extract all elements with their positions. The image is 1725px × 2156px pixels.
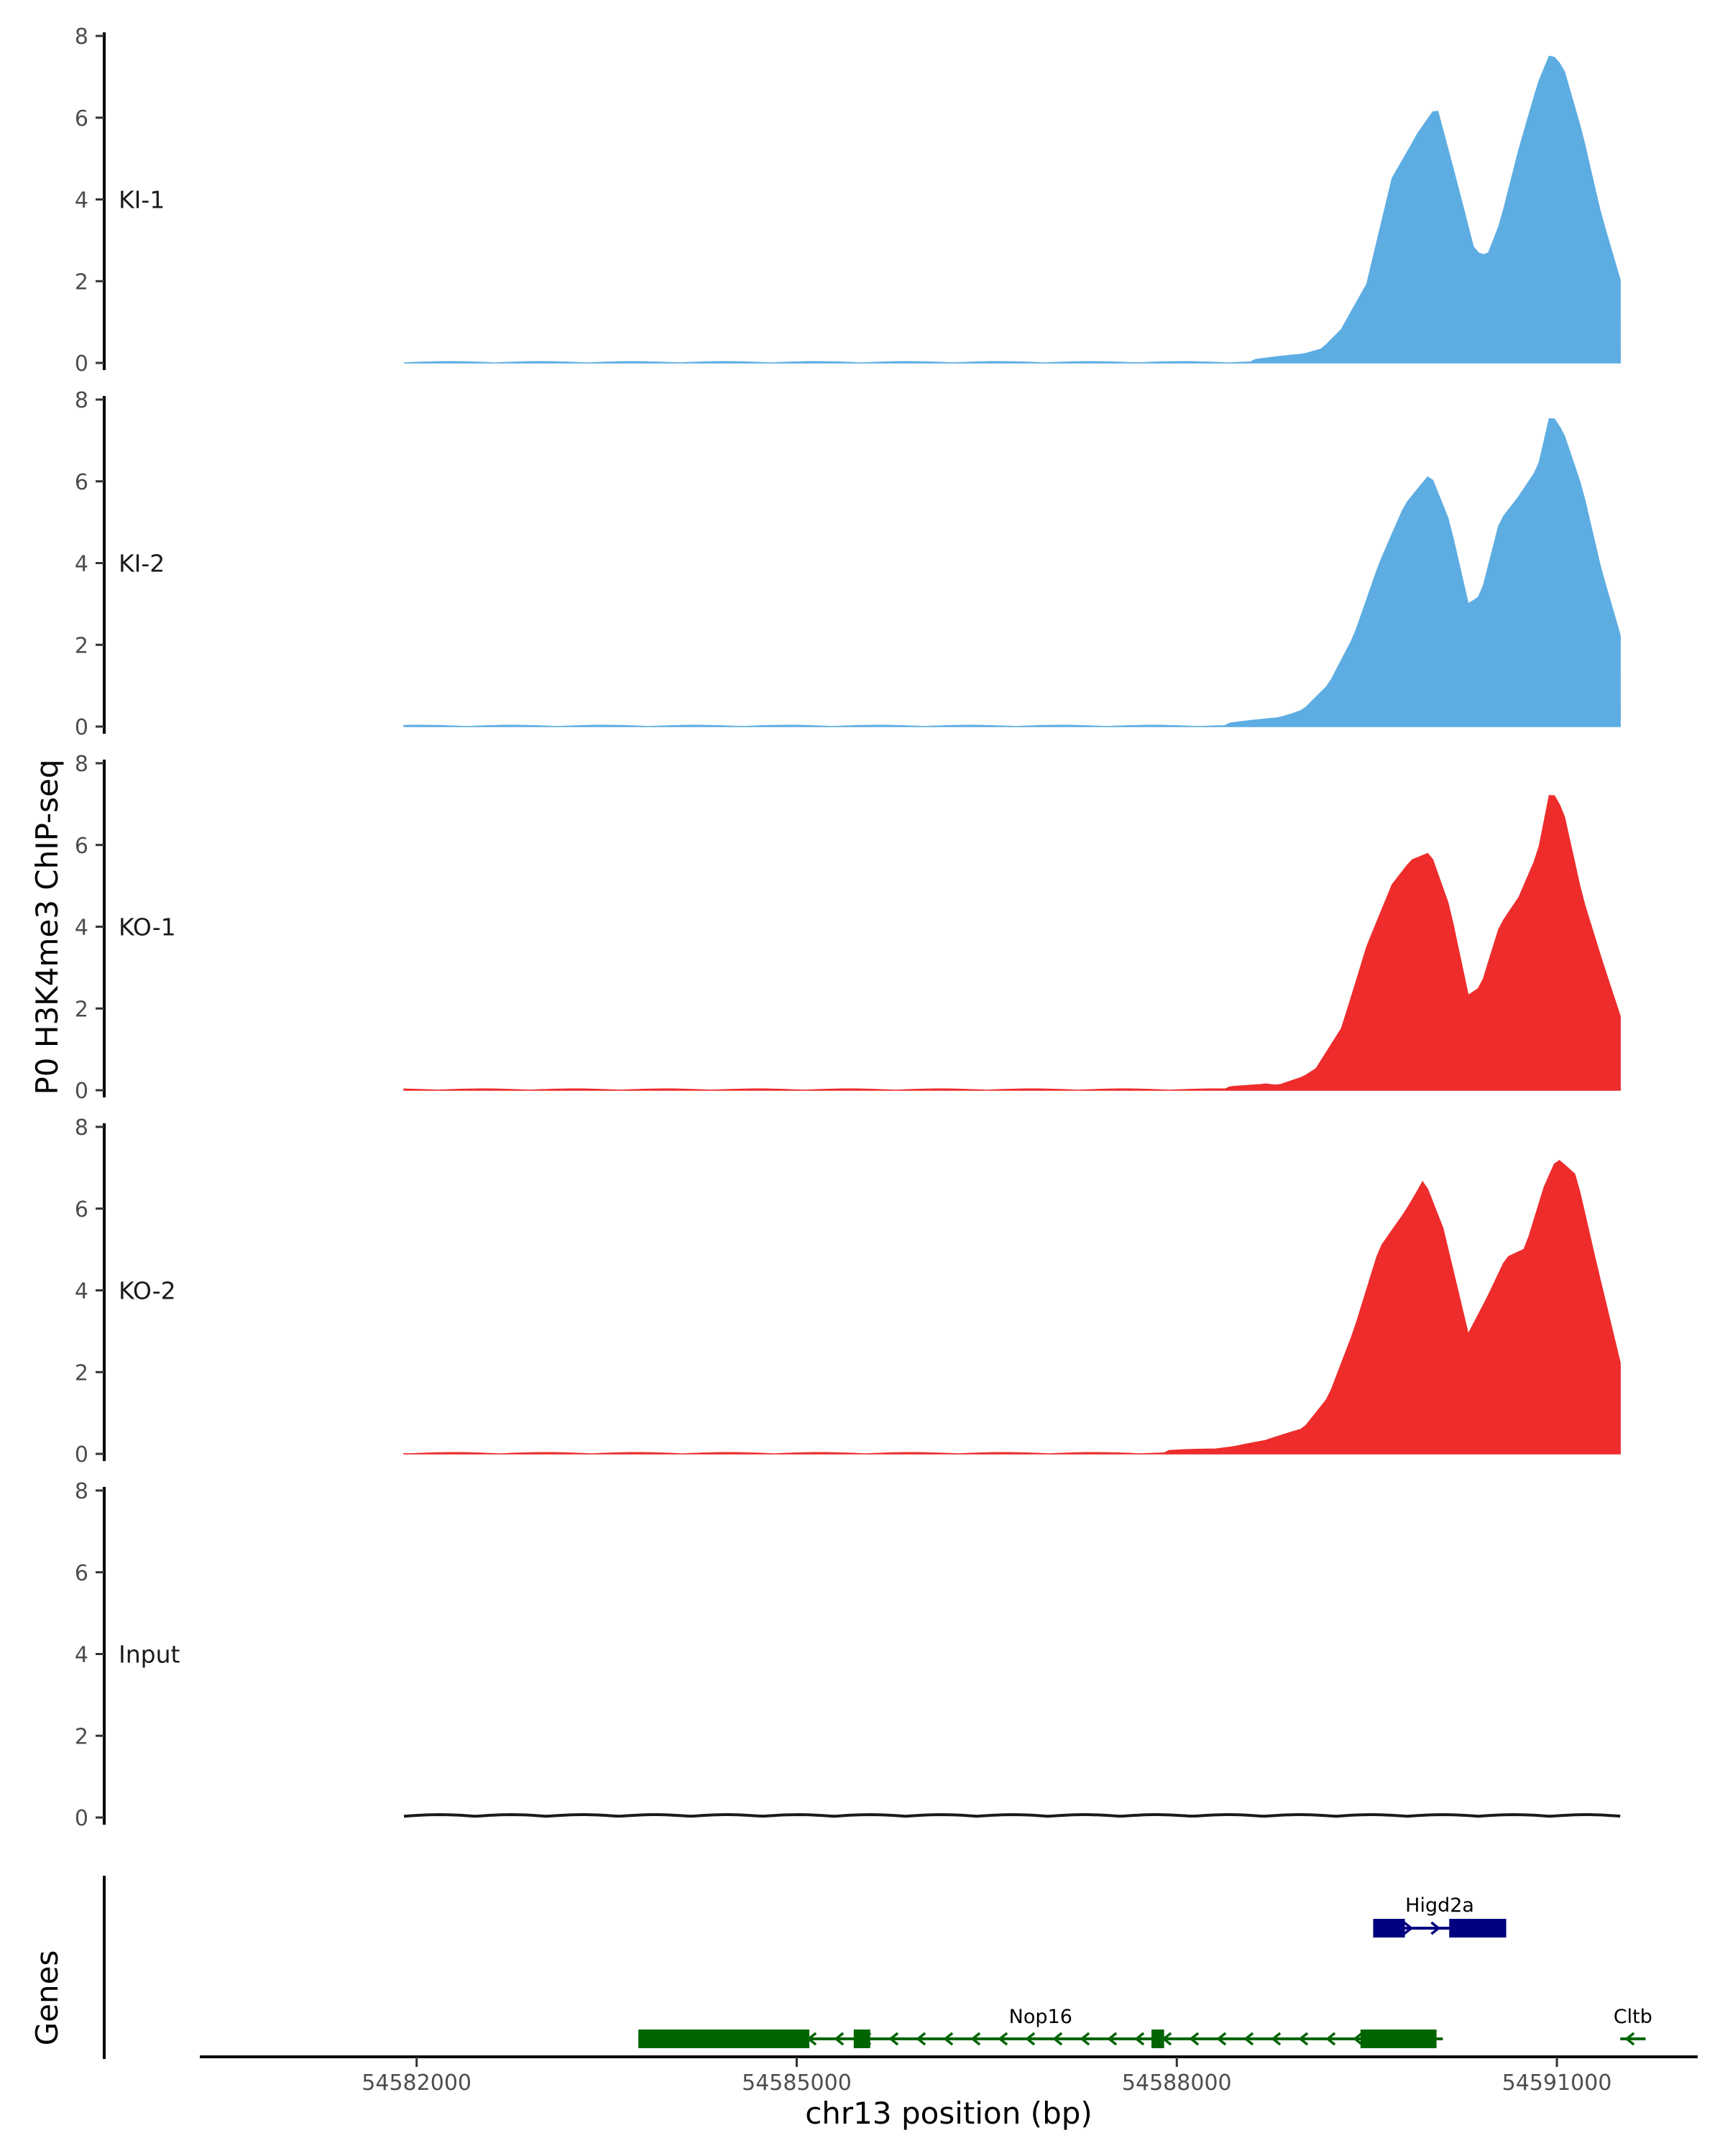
strand-arrow: [888, 2032, 899, 2046]
x-tick-label: 54585000: [742, 2070, 852, 2096]
gene-nop16: Nop16: [638, 2006, 1443, 2048]
strand-arrow: [970, 2032, 981, 2046]
track-ki-2: 0 2 4 6 8 KI-2: [75, 388, 1621, 740]
track-ko-1: 0 2 4 6 8 KO-1: [75, 752, 1621, 1104]
strand-arrow: [1052, 2032, 1063, 2046]
strand-arrow: [1107, 2032, 1118, 2046]
exon: [853, 2030, 870, 2048]
exon: [1449, 1919, 1506, 1938]
strand-arrow: [1271, 2032, 1282, 2046]
exon: [1373, 1919, 1405, 1938]
y-tick-label: 2: [75, 633, 88, 658]
signal-area-ko-1: [403, 795, 1621, 1091]
y-tick-label: 6: [75, 834, 88, 859]
x-axis: 54582000 54585000 54588000 54591000: [200, 2055, 1698, 2096]
y-tick-label: 8: [75, 752, 88, 777]
strand-arrow: [916, 2032, 926, 2046]
track-label: Input: [119, 1641, 180, 1669]
track-input: 0 2 4 6 8 Input: [75, 1479, 1621, 1831]
y-tick-label: 8: [75, 1479, 88, 1504]
y-tick-label: 6: [75, 106, 88, 132]
gene-cltb: Cltb: [1614, 2006, 1652, 2046]
y-tick-label: 6: [75, 1197, 88, 1222]
strand-arrow: [1134, 2032, 1145, 2046]
track-label: KI-1: [119, 186, 165, 214]
y-tick-label: 4: [75, 1643, 88, 1668]
strand-arrow: [943, 2032, 954, 2046]
y-tick-label: 4: [75, 552, 88, 577]
x-tick-label: 54591000: [1502, 2070, 1612, 2096]
y-tick-label: 2: [75, 270, 88, 295]
gene-label: Higd2a: [1405, 1894, 1474, 1917]
strand-arrow: [1353, 2032, 1363, 2046]
gene-higd2a: Higd2a: [1373, 1894, 1506, 1938]
y-tick-label: 2: [75, 997, 88, 1022]
track-label: KO-2: [119, 1277, 176, 1305]
y-tick-label: 0: [75, 715, 88, 740]
x-axis-title: chr13 position (bp): [805, 2096, 1092, 2131]
signal-area-ko-2: [403, 1159, 1621, 1455]
strand-arrow: [1216, 2032, 1227, 2046]
strand-arrow: [1430, 1921, 1441, 1935]
y-tick-label: 0: [75, 1806, 88, 1831]
y-tick-label: 4: [75, 1279, 88, 1304]
track-ki-1: 0 2 4 6 8 KI-1: [75, 24, 1621, 377]
signal-tracks: 0 2 4 6 8 KI-1 0 2 4 6 8 KI-2 0 2 4 6 8 KO-1 0 2 4 6 8 KO-2 0 2 4 6…: [75, 24, 1621, 1831]
y-tick-label: 6: [75, 470, 88, 495]
strand-arrow: [998, 2032, 1008, 2046]
track-ko-2: 0 2 4 6 8 KO-2: [75, 1115, 1621, 1468]
strand-arrow: [1025, 2032, 1036, 2046]
y-axis-title: P0 H3K4me3 ChIP-seq: [29, 759, 65, 1095]
y-tick-label: 0: [75, 351, 88, 377]
y-tick-label: 4: [75, 916, 88, 941]
genes-track-title: Genes: [29, 1950, 65, 2046]
y-tick-label: 8: [75, 388, 88, 413]
x-tick-label: 54582000: [362, 2070, 472, 2096]
y-tick-label: 6: [75, 1561, 88, 1586]
signal-area-ki-1: [403, 55, 1621, 364]
y-tick-label: 2: [75, 1360, 88, 1386]
y-tick-label: 0: [75, 1079, 88, 1104]
track-label: KI-2: [119, 550, 165, 578]
strand-arrow: [1189, 2032, 1200, 2046]
signal-area-ki-2: [403, 418, 1621, 727]
y-tick-label: 0: [75, 1442, 88, 1468]
strand-arrow: [1624, 2032, 1635, 2046]
gene-label: Cltb: [1614, 2006, 1652, 2028]
exon: [1151, 2030, 1164, 2048]
y-tick-label: 4: [75, 188, 88, 213]
y-tick-label: 8: [75, 24, 88, 50]
strand-arrow: [1325, 2032, 1336, 2046]
strand-arrow: [1243, 2032, 1254, 2046]
track-label: KO-1: [119, 913, 176, 941]
y-tick-label: 2: [75, 1724, 88, 1749]
gene-label: Nop16: [1009, 2006, 1072, 2028]
exon: [638, 2030, 810, 2048]
strand-arrow: [1403, 1921, 1414, 1935]
strand-arrow: [1080, 2032, 1090, 2046]
y-tick-label: 8: [75, 1115, 88, 1141]
strand-arrow: [834, 2032, 845, 2046]
x-tick-label: 54588000: [1122, 2070, 1232, 2096]
signal-line-input: [403, 1812, 1621, 1818]
genes-track: Higd2a Nop16 Cltb: [103, 1876, 1652, 2059]
exon: [1360, 2030, 1437, 2048]
strand-arrow: [1298, 2032, 1309, 2046]
